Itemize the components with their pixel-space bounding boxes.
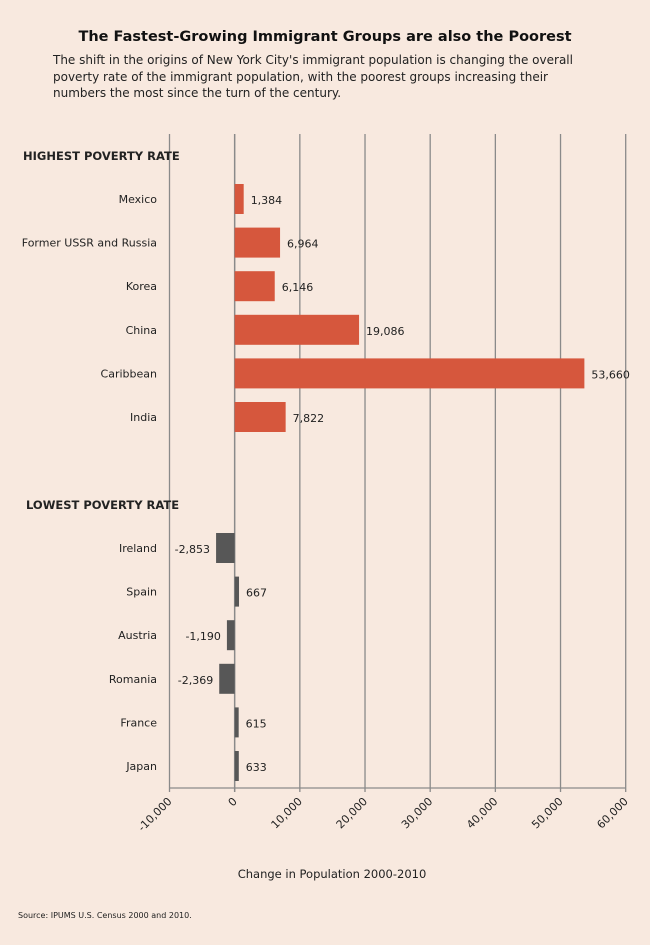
chart-title: The Fastest-Growing Immigrant Groups are… — [78, 29, 572, 45]
category-label: Romania — [109, 673, 157, 686]
category-label: Former USSR and Russia — [22, 237, 157, 250]
group-header: HIGHEST POVERTY RATE — [23, 149, 180, 163]
category-label: France — [120, 716, 157, 729]
chart-subtitle: The shift in the origins of New York Cit… — [53, 53, 573, 100]
x-tick-label: 0 — [226, 795, 240, 809]
x-tick-label: 20,000 — [334, 795, 370, 831]
data-label: 615 — [246, 717, 267, 730]
data-label: 6,146 — [282, 281, 314, 294]
category-label: Japan — [125, 760, 157, 773]
x-tick-label: 50,000 — [529, 795, 565, 831]
bar-ireland — [216, 533, 235, 563]
bar-india — [234, 402, 286, 432]
category-label: Mexico — [119, 193, 158, 206]
category-label: China — [126, 324, 157, 337]
category-label: Austria — [118, 629, 157, 642]
x-axis-label: Change in Population 2000-2010 — [238, 867, 427, 881]
data-label: 667 — [246, 587, 267, 600]
x-tick-label: 40,000 — [464, 795, 500, 831]
data-label: 633 — [246, 761, 267, 774]
bar-france — [234, 707, 239, 738]
data-label: -2,853 — [175, 543, 210, 556]
bar-austria — [226, 620, 235, 651]
data-label: 19,086 — [366, 325, 405, 338]
x-tick-label: 10,000 — [269, 795, 305, 831]
category-label: India — [130, 411, 157, 424]
category-label: Caribbean — [101, 367, 157, 380]
bar-mexico — [234, 184, 244, 214]
data-label: -2,369 — [178, 674, 213, 687]
data-label: 1,384 — [251, 194, 283, 207]
data-label: -1,190 — [185, 630, 220, 643]
x-tick-label: 30,000 — [399, 795, 435, 831]
category-label: Spain — [126, 586, 157, 599]
bar-china — [234, 314, 360, 345]
bar-caribbean — [234, 358, 585, 389]
data-label: 53,660 — [591, 368, 630, 381]
group-header: LOWEST POVERTY RATE — [26, 498, 179, 512]
source-note: Source: IPUMS U.S. Census 2000 and 2010. — [18, 911, 192, 920]
x-tick-label: 60,000 — [594, 795, 630, 831]
data-label: 6,964 — [287, 238, 319, 251]
bar-spain — [234, 576, 240, 607]
bar-korea — [234, 271, 275, 302]
x-tick-label: -10,000 — [135, 795, 174, 834]
bar-japan — [234, 751, 239, 781]
bar-former-ussr-and-russia — [234, 227, 281, 258]
category-label: Korea — [126, 280, 157, 293]
data-label: 7,822 — [293, 412, 325, 425]
category-label: Ireland — [119, 542, 157, 555]
bar-romania — [219, 663, 235, 694]
